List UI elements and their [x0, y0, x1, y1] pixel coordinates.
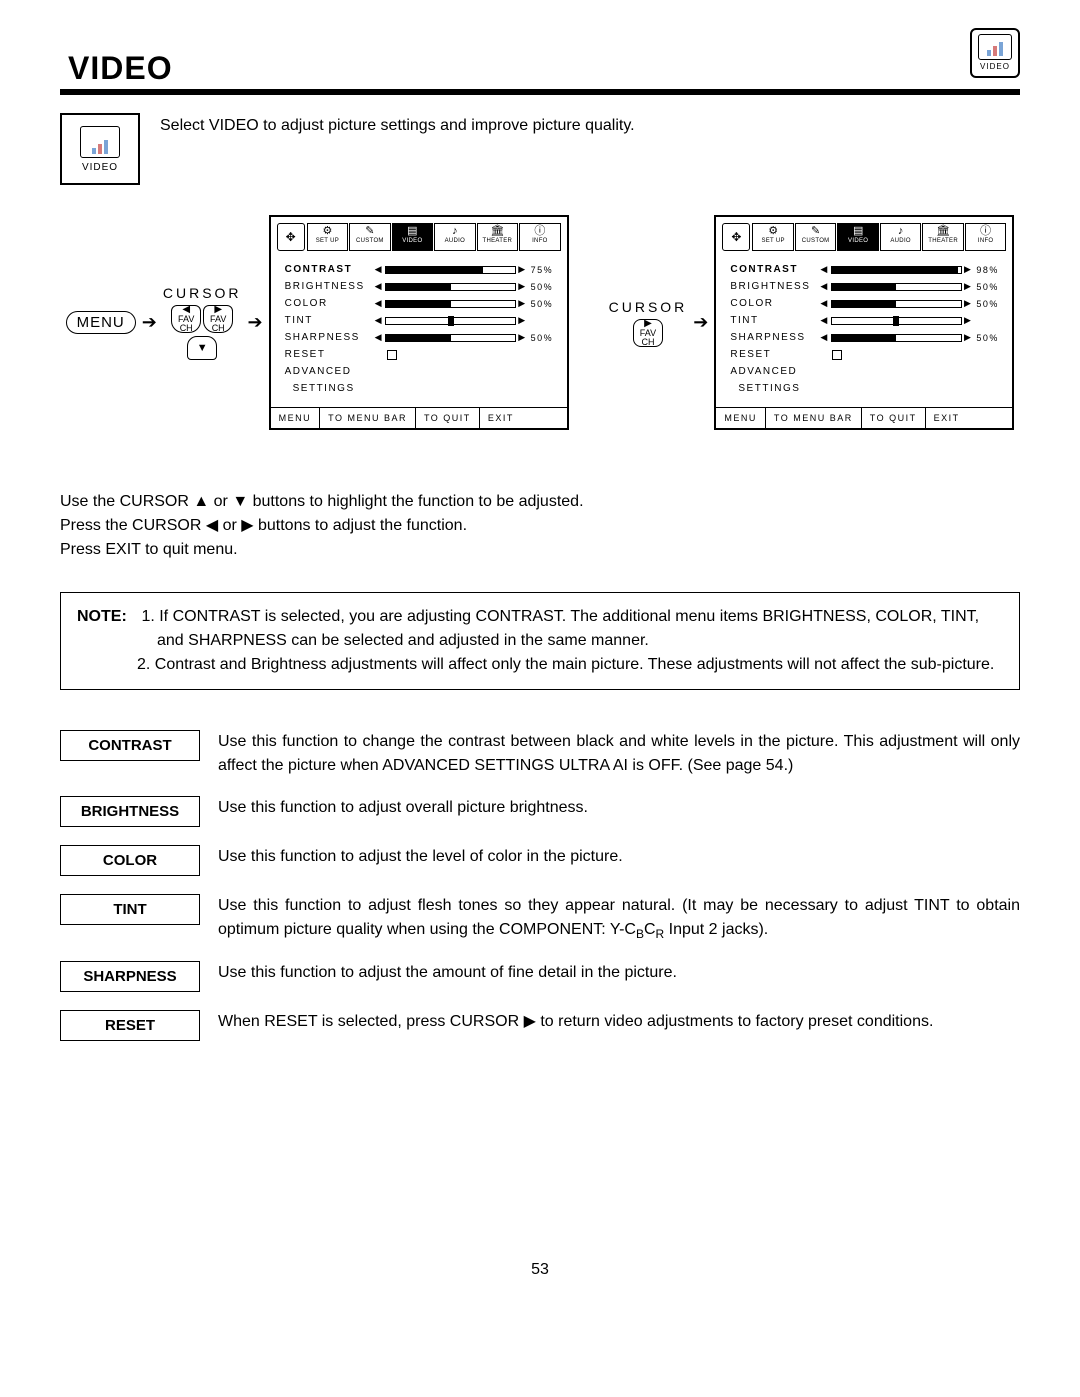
setting-row-reset: RESET — [730, 346, 1002, 363]
osd-footer-menu: MENU — [271, 408, 321, 428]
osd-footer-to-quit: TO QUIT — [416, 408, 480, 428]
function-label: BRIGHTNESS — [60, 796, 200, 827]
dpad-single: CURSOR ▶FAVCH — [609, 299, 688, 347]
tab-theater: 🏛THEATER — [922, 223, 964, 251]
cursor-label: CURSOR — [609, 299, 688, 315]
tab-setup: ⚙SET UP — [307, 223, 349, 251]
tab-video: ▤VIDEO — [392, 223, 434, 251]
function-description: Use this function to adjust flesh tones … — [200, 894, 1020, 943]
osd-screens: MENU ➔ CURSOR ◀FAVCH ▶FAVCH ▼ ➔ ✥ ⚙SET U… — [60, 215, 1020, 430]
tab-custom: ✎CUSTOM — [349, 223, 391, 251]
setting-row-color: COLOR◀▶50% — [285, 295, 557, 312]
tab-audio: ♪AUDIO — [434, 223, 476, 251]
tab-theater: 🏛THEATER — [477, 223, 519, 251]
tab-info: ⓘINFO — [519, 223, 561, 251]
setting-row-brightness: BRIGHTNESS◀▶50% — [285, 278, 557, 295]
osd-footer: MENUTO MENU BARTO QUITEXIT — [271, 407, 567, 428]
page-number: 53 — [60, 1261, 1020, 1279]
arrow-right-icon: ➔ — [142, 312, 157, 333]
top-icon: VIDEO — [970, 28, 1020, 78]
setting-row-sharpness: SHARPNESS◀▶50% — [285, 329, 557, 346]
tv-icon — [978, 34, 1012, 60]
page-title: VIDEO — [68, 50, 173, 87]
intro-text: Select VIDEO to adjust picture settings … — [160, 117, 635, 135]
arrow-right-icon: ➔ — [693, 312, 708, 333]
video-icon-box: VIDEO — [60, 113, 140, 185]
tv-icon — [80, 126, 120, 158]
setting-row-settings: SETTINGS — [730, 380, 1002, 397]
function-label: SHARPNESS — [60, 961, 200, 992]
function-label: RESET — [60, 1010, 200, 1041]
osd-footer-to-quit: TO QUIT — [862, 408, 926, 428]
dpad-right: ▶FAVCH — [633, 319, 663, 347]
tab-custom: ✎CUSTOM — [795, 223, 837, 251]
dpad: CURSOR ◀FAVCH ▶FAVCH ▼ — [163, 285, 242, 360]
remote-diagram: MENU ➔ CURSOR ◀FAVCH ▶FAVCH ▼ ➔ — [66, 285, 269, 360]
instruction-line: Press EXIT to quit menu. — [60, 538, 1020, 562]
setting-row-settings: SETTINGS — [285, 380, 557, 397]
osd-footer-menu: MENU — [716, 408, 766, 428]
setting-row-contrast: CONTRAST◀▶75% — [285, 261, 557, 278]
dpad-left: ◀FAVCH — [171, 305, 201, 333]
instruction-line: Use the CURSOR ▲ or ▼ buttons to highlig… — [60, 490, 1020, 514]
function-row-reset: RESETWhen RESET is selected, press CURSO… — [60, 1010, 1020, 1041]
function-label: TINT — [60, 894, 200, 925]
function-description: Use this function to adjust the amount o… — [200, 961, 1020, 985]
dpad-right: ▶FAVCH — [203, 305, 233, 333]
setting-row-contrast: CONTRAST◀▶98% — [730, 261, 1002, 278]
tab-info: ⓘINFO — [965, 223, 1007, 251]
osd-panel-2: ✥ ⚙SET UP✎CUSTOM▤VIDEO♪AUDIO🏛THEATERⓘINF… — [714, 215, 1014, 430]
tab-audio: ♪AUDIO — [880, 223, 922, 251]
osd-footer-to-menu-bar: TO MENU BAR — [766, 408, 862, 428]
arrow-right-icon: ➔ — [248, 312, 263, 333]
function-row-color: COLORUse this function to adjust the lev… — [60, 845, 1020, 876]
setting-row-brightness: BRIGHTNESS◀▶50% — [730, 278, 1002, 295]
tab-setup: ⚙SET UP — [752, 223, 794, 251]
setting-row-tint: TINT◀▶ — [285, 312, 557, 329]
osd-panel-1: ✥ ⚙SET UP✎CUSTOM▤VIDEO♪AUDIO🏛THEATERⓘINF… — [269, 215, 569, 430]
cursor-label: CURSOR — [163, 285, 242, 301]
tab-row: ✥ ⚙SET UP✎CUSTOM▤VIDEO♪AUDIO🏛THEATERⓘINF… — [716, 217, 1012, 253]
instructions: Use the CURSOR ▲ or ▼ buttons to highlig… — [60, 490, 1020, 562]
function-label: CONTRAST — [60, 730, 200, 761]
function-description: Use this function to change the contrast… — [200, 730, 1020, 778]
nav-dpad-icon: ✥ — [277, 223, 305, 251]
top-icon-label: VIDEO — [980, 62, 1010, 71]
menu-button: MENU — [66, 311, 136, 334]
setting-row-color: COLOR◀▶50% — [730, 295, 1002, 312]
nav-dpad-icon: ✥ — [722, 223, 750, 251]
osd-footer: MENUTO MENU BARTO QUITEXIT — [716, 407, 1012, 428]
function-row-sharpness: SHARPNESSUse this function to adjust the… — [60, 961, 1020, 992]
dpad-down: ▼ — [187, 336, 217, 360]
osd-footer-to-menu-bar: TO MENU BAR — [320, 408, 416, 428]
function-table: CONTRASTUse this function to change the … — [60, 730, 1020, 1041]
function-description: Use this function to adjust overall pict… — [200, 796, 1020, 820]
setting-row-advanced: ADVANCED — [730, 363, 1002, 380]
function-description: Use this function to adjust the level of… — [200, 845, 1020, 869]
setting-row-reset: RESET — [285, 346, 557, 363]
remote-diagram: CURSOR ▶FAVCH ➔ — [609, 299, 715, 347]
setting-row-advanced: ADVANCED — [285, 363, 557, 380]
setting-row-tint: TINT◀▶ — [730, 312, 1002, 329]
function-row-tint: TINTUse this function to adjust flesh to… — [60, 894, 1020, 943]
note-line: NOTE: 1. If CONTRAST is selected, you ar… — [77, 605, 1003, 653]
note-box: NOTE: 1. If CONTRAST is selected, you ar… — [60, 592, 1020, 690]
tab-row: ✥ ⚙SET UP✎CUSTOM▤VIDEO♪AUDIO🏛THEATERⓘINF… — [271, 217, 567, 253]
osd-footer-exit: EXIT — [480, 408, 522, 428]
tab-video: ▤VIDEO — [837, 223, 879, 251]
osd-footer-exit: EXIT — [926, 408, 968, 428]
function-description: When RESET is selected, press CURSOR ▶ t… — [200, 1010, 1020, 1034]
video-icon-label: VIDEO — [82, 162, 118, 173]
instruction-line: Press the CURSOR ◀ or ▶ buttons to adjus… — [60, 514, 1020, 538]
function-label: COLOR — [60, 845, 200, 876]
note-line: 2. Contrast and Brightness adjustments w… — [77, 653, 1003, 677]
function-row-brightness: BRIGHTNESSUse this function to adjust ov… — [60, 796, 1020, 827]
setting-row-sharpness: SHARPNESS◀▶50% — [730, 329, 1002, 346]
function-row-contrast: CONTRASTUse this function to change the … — [60, 730, 1020, 778]
